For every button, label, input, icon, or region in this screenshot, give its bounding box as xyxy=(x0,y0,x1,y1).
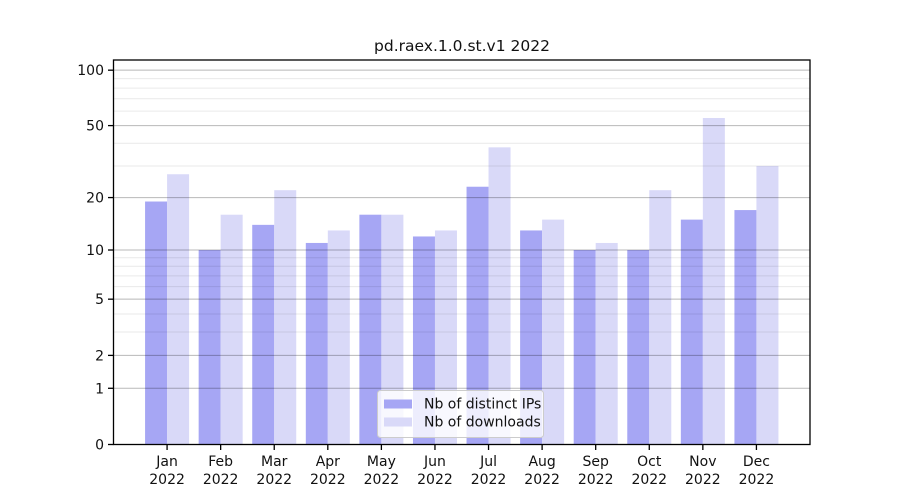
x-tick-year-jan: 2022 xyxy=(149,472,185,488)
x-tick-label-jul: Jul xyxy=(479,454,497,470)
y-tick-label-0: 0 xyxy=(95,438,104,454)
bar-aug-nb-of-downloads xyxy=(542,219,565,445)
bar-feb-nb-of-downloads xyxy=(220,214,243,445)
x-tick-year-nov: 2022 xyxy=(685,472,721,488)
bar-jan-nb-of-downloads xyxy=(167,174,190,445)
y-tick-label-2: 2 xyxy=(95,348,104,364)
x-tick-label-sep: Sep xyxy=(582,454,609,470)
bar-jul-nb-of-distinct-ips xyxy=(466,186,489,445)
bar-mar-nb-of-downloads xyxy=(274,190,297,445)
x-tick-year-apr: 2022 xyxy=(310,472,346,488)
x-tick-label-dec: Dec xyxy=(743,454,770,470)
x-tick-year-may: 2022 xyxy=(364,472,400,488)
x-tick-label-feb: Feb xyxy=(208,454,233,470)
bar-dec-nb-of-distinct-ips xyxy=(734,210,757,445)
bar-oct-nb-of-downloads xyxy=(649,190,672,445)
bar-mar-nb-of-distinct-ips xyxy=(252,224,275,445)
y-tick-label-50: 50 xyxy=(86,119,104,135)
legend-box xyxy=(377,390,544,438)
bar-feb-nb-of-distinct-ips xyxy=(198,250,221,445)
bar-sep-nb-of-downloads xyxy=(595,242,618,445)
bar-dec-nb-of-downloads xyxy=(756,165,779,445)
y-tick-label-1: 1 xyxy=(95,381,104,397)
bar-may-nb-of-distinct-ips xyxy=(359,214,382,445)
bar-nov-nb-of-distinct-ips xyxy=(680,219,703,445)
y-tick-label-100: 100 xyxy=(77,63,104,79)
y-tick-label-10: 10 xyxy=(86,243,104,259)
bar-apr-nb-of-downloads xyxy=(327,230,350,445)
plot-area: 0 1 2 5 10 20 50 100 Jan 2022 Feb 2022 Mar 2022 Apr 202… xyxy=(77,59,811,488)
legend-swatch-nb-of-distinct-ips xyxy=(384,399,412,409)
x-tick-year-aug: 2022 xyxy=(524,472,560,488)
x-tick-label-jan: Jan xyxy=(155,454,178,470)
bar-may-nb-of-downloads xyxy=(381,214,404,445)
x-tick-year-dec: 2022 xyxy=(739,472,775,488)
x-tick-label-mar: Mar xyxy=(261,454,288,470)
chart-title: pd.raex.1.0.st.v1 2022 xyxy=(374,37,550,55)
axes-box xyxy=(112,59,811,446)
y-tick-label-20: 20 xyxy=(86,191,104,207)
legend-label-nb-of-downloads: Nb of downloads xyxy=(424,415,541,431)
x-tick-label-aug: Aug xyxy=(528,454,555,470)
legend-label-nb-of-distinct-ips: Nb of distinct IPs xyxy=(424,397,541,413)
x-tick-label-oct: Oct xyxy=(637,454,662,470)
bar-sep-nb-of-distinct-ips xyxy=(573,250,596,445)
x-tick-label-jun: Jun xyxy=(423,454,446,470)
bar-jul-nb-of-downloads xyxy=(488,147,511,445)
x-tick-year-jun: 2022 xyxy=(417,472,453,488)
x-tick-label-may: May xyxy=(367,454,396,470)
x-tick-year-sep: 2022 xyxy=(578,472,614,488)
x-tick-label-nov: Nov xyxy=(689,454,716,470)
x-tick-label-apr: Apr xyxy=(316,454,340,470)
legend-swatch-nb-of-downloads xyxy=(384,417,412,427)
y-tick-label-5: 5 xyxy=(95,292,104,308)
x-tick-year-jul: 2022 xyxy=(471,472,507,488)
bar-nov-nb-of-downloads xyxy=(702,118,725,445)
x-tick-year-mar: 2022 xyxy=(256,472,292,488)
x-tick-year-feb: 2022 xyxy=(203,472,239,488)
bar-apr-nb-of-distinct-ips xyxy=(305,242,328,445)
bar-oct-nb-of-distinct-ips xyxy=(627,250,650,445)
x-tick-year-oct: 2022 xyxy=(631,472,667,488)
bar-jan-nb-of-distinct-ips xyxy=(145,201,168,445)
